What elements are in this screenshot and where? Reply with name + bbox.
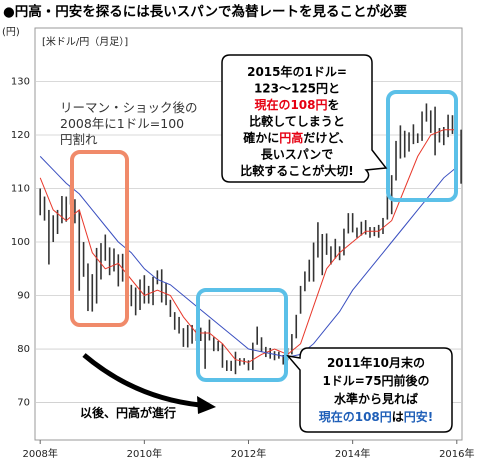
annotation-text: 以後、円高が進行 [80,405,176,420]
annotation-line: 123～125円と [254,81,340,95]
moving-average-line [39,129,457,363]
annotation-line: 1ドル=75円前後の [322,373,429,388]
x-tick-label: 2012年 [231,447,266,460]
annotation-line: 2011年10月末の [327,355,425,370]
chart-title: ●円高・円安を探るには長いスパンで為替レートを見ることが必要 [3,3,407,20]
y-tick-label: 100 [11,237,30,248]
annotation-text: 長いスパンで [261,146,334,161]
annotation-text: 2015年の1ドル= [247,64,347,79]
highlight-boxes [70,90,458,382]
annotation-line: 長いスパンで [261,146,334,161]
grid: 70 80 90 100 110 120 130 2008年 2010年 2012年 2014年 20… [11,77,475,460]
annotation-text: リーマン・ショック後の [60,100,198,115]
x-tick-label: 2010年 [127,447,162,460]
annotation-text: を [328,98,340,112]
callout-box [221,54,388,183]
annotation-text: 比較することが大切! [240,163,353,178]
annotation-text: 水準から見れば [334,391,418,406]
callouts [82,54,453,433]
arrow [82,353,201,408]
y-tick-label: 120 [11,130,30,141]
x-tick-label: 2014年 [335,447,370,460]
arrow-head [197,396,216,414]
annotation-text: は [392,410,404,424]
x-tick-label: 2016年 [439,447,474,460]
annotation-line: リーマン・ショック後の [60,100,198,115]
annotation-line: 2008年に1ドル=100 [60,116,184,131]
annotation-line: 現在の108円は円安! [319,409,434,424]
y-tick-label: 70 [17,398,30,409]
annotation-line: 比較することが大切! [240,163,353,178]
annotation-text: だけど、 [303,131,350,145]
moving-average-line [39,156,458,358]
annotation-text: 現在の108円 [254,97,327,112]
annotation-text: 円高 [279,130,303,145]
highlight-box [386,90,458,202]
highlight-box [196,288,288,382]
y-tick-label: 80 [17,344,30,355]
annotation-text: 円安! [404,409,433,424]
lines [39,129,458,363]
annotation-text: 円割れ [60,132,98,147]
annotation-text: 現在の108円 [319,409,392,424]
annotation-text: 123～125円と [254,81,340,95]
y-tick-label: 90 [17,291,30,302]
callout-box [286,347,453,433]
y-unit: (円) [2,27,20,38]
annotation-line: 確かに円高だけど、 [243,130,350,145]
annotation-text: 比較してしまうと [249,113,345,128]
annotation-line: 比較してしまうと [249,113,345,128]
chart-subtitle: [米ドル/円（月足）] [42,35,128,48]
y-tick-label: 130 [11,77,30,88]
annotation-line: 円割れ [60,132,98,147]
annotation-text: 2008年に1ドル=100 [60,116,184,131]
y-tick-label: 110 [11,184,30,195]
annotation-text: 1ドル=75円前後の [322,373,429,388]
annotation-text: 2011年10月末の [327,355,425,370]
x-tick-label: 2008年 [22,447,57,460]
annotation-line: 現在の108円を [254,97,339,112]
annotation-text: 確かに [243,130,279,145]
annotation-line: 2015年の1ドル= [247,64,347,79]
annotation-line: 以後、円高が進行 [80,405,176,420]
annotation-line: 水準から見れば [334,391,418,406]
highlight-box [70,150,129,327]
